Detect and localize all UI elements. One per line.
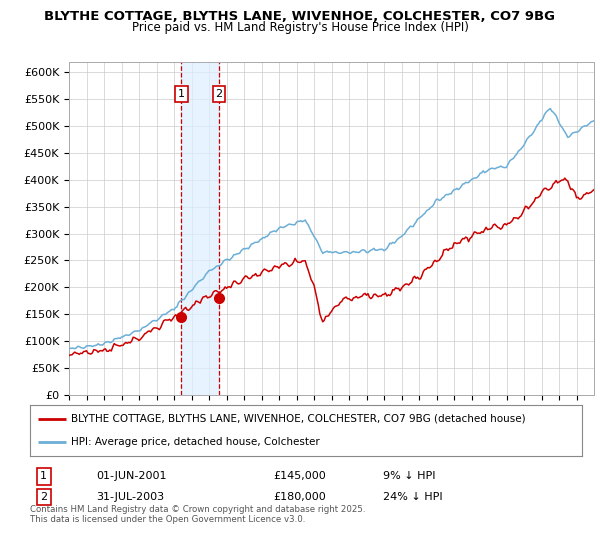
Bar	[181, 62, 219, 395]
Text: Price paid vs. HM Land Registry's House Price Index (HPI): Price paid vs. HM Land Registry's House …	[131, 21, 469, 34]
Text: 2: 2	[40, 492, 47, 502]
Text: 31-JUL-2003: 31-JUL-2003	[96, 492, 164, 502]
Text: 9% ↓ HPI: 9% ↓ HPI	[383, 472, 436, 482]
Text: £180,000: £180,000	[273, 492, 326, 502]
Text: £145,000: £145,000	[273, 472, 326, 482]
Text: 01-JUN-2001: 01-JUN-2001	[96, 472, 167, 482]
Text: Contains HM Land Registry data © Crown copyright and database right 2025.
This d: Contains HM Land Registry data © Crown c…	[30, 505, 365, 524]
Text: BLYTHE COTTAGE, BLYTHS LANE, WIVENHOE, COLCHESTER, CO7 9BG: BLYTHE COTTAGE, BLYTHS LANE, WIVENHOE, C…	[44, 10, 556, 23]
Text: HPI: Average price, detached house, Colchester: HPI: Average price, detached house, Colc…	[71, 437, 320, 447]
Text: 1: 1	[40, 472, 47, 482]
Text: 24% ↓ HPI: 24% ↓ HPI	[383, 492, 443, 502]
Text: 2: 2	[215, 89, 223, 99]
Text: 1: 1	[178, 89, 185, 99]
Text: BLYTHE COTTAGE, BLYTHS LANE, WIVENHOE, COLCHESTER, CO7 9BG (detached house): BLYTHE COTTAGE, BLYTHS LANE, WIVENHOE, C…	[71, 414, 526, 424]
